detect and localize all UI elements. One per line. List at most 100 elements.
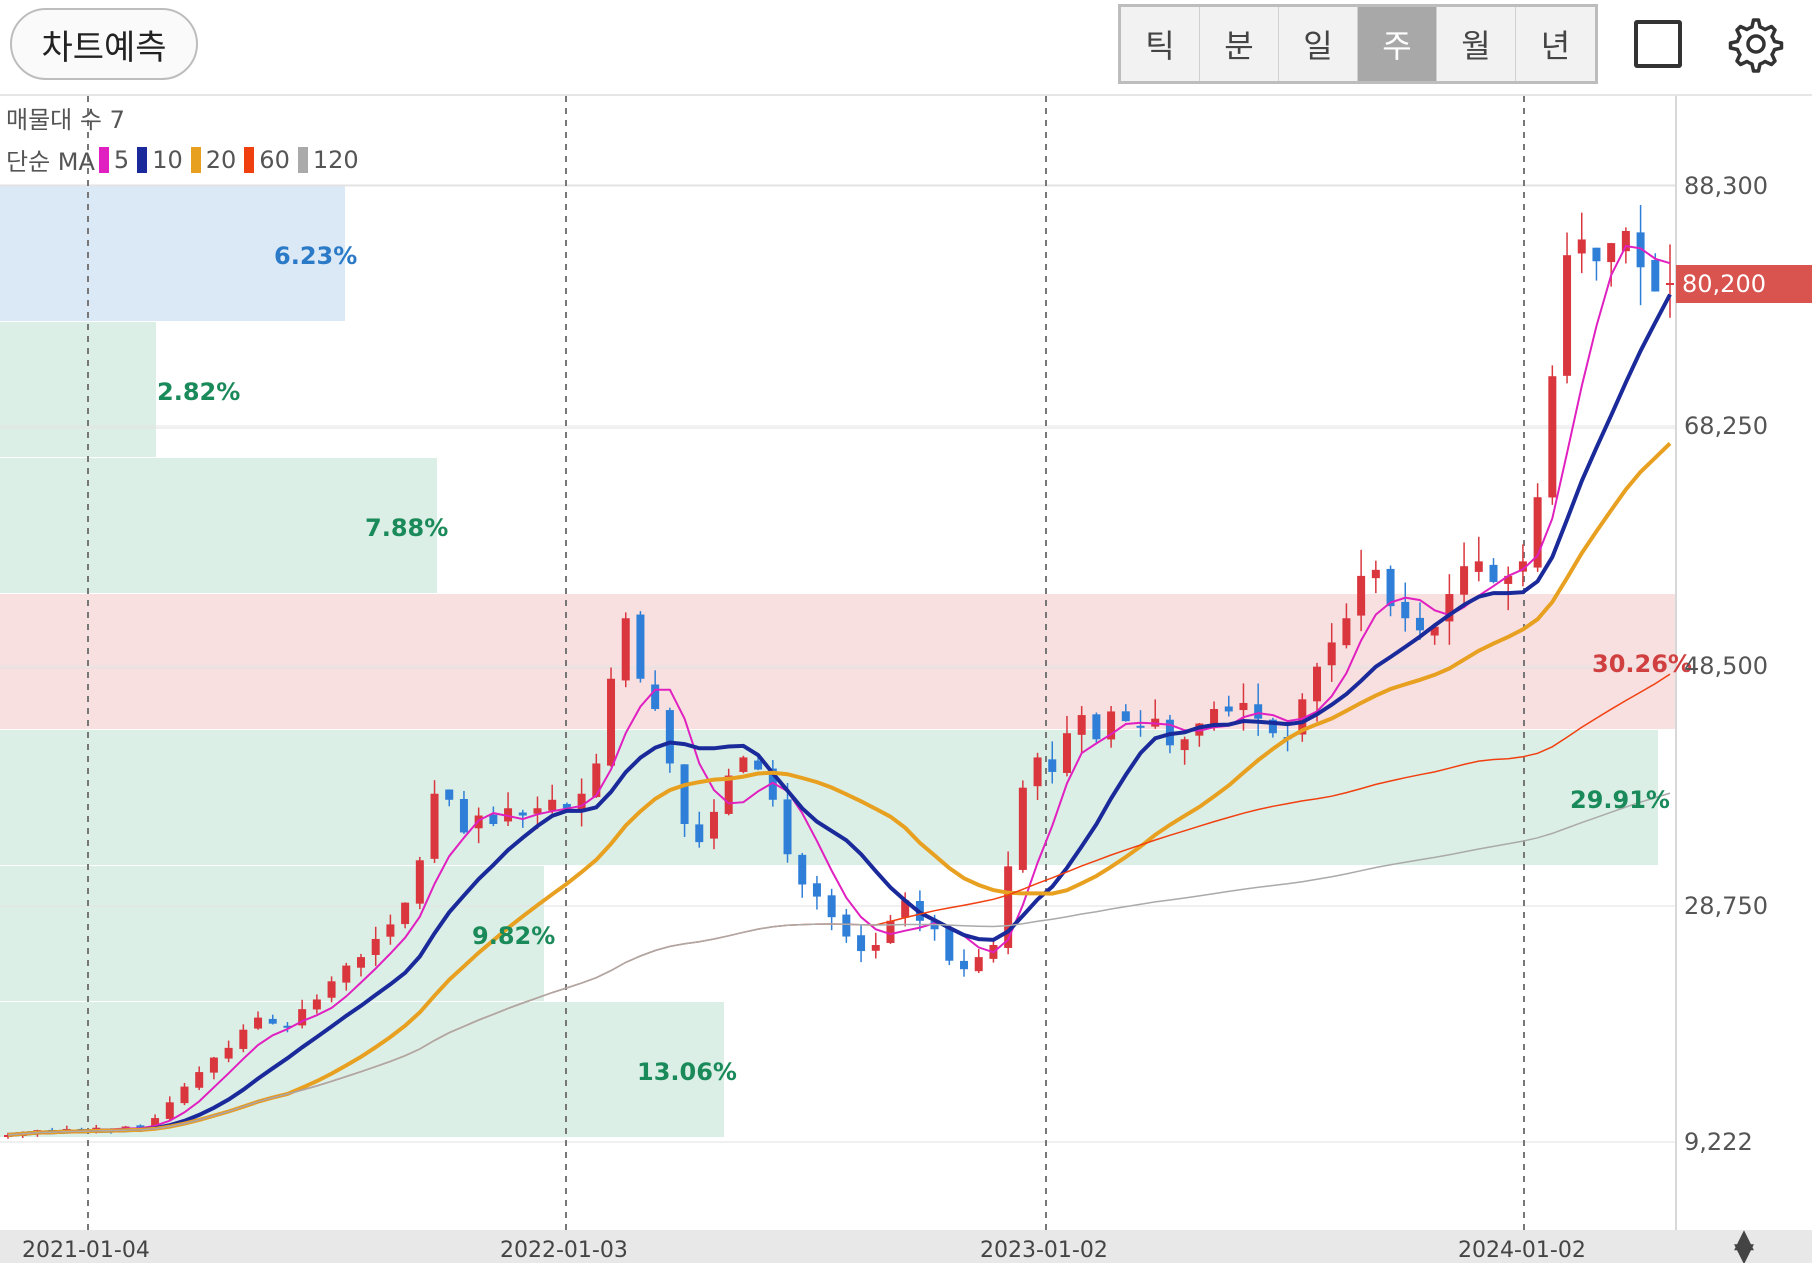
ma-legend: 단순 MA 5 10 20 60 120 (6, 142, 363, 177)
candle-body (371, 938, 380, 955)
candle-body (1239, 702, 1248, 711)
ma-period-10: 10 (152, 145, 183, 174)
candle-body (1048, 759, 1057, 772)
candle-body (1254, 704, 1263, 719)
candle-body (518, 812, 527, 816)
chart-predict-button[interactable]: 차트예측 (10, 8, 198, 80)
candle-body (651, 684, 660, 710)
candle-body (857, 935, 866, 952)
candle-body (4, 1135, 12, 1138)
candle-body (1210, 709, 1219, 726)
volume-profile-band (0, 322, 156, 457)
candle-body (886, 920, 895, 943)
price-axis-label: 68,250 (1684, 412, 1768, 440)
ma-period-5: 5 (113, 145, 130, 174)
candle-body (1371, 569, 1380, 579)
volume-profile-pct: 13.06% (637, 1058, 737, 1086)
candle-body (1430, 626, 1439, 636)
ma-period-60: 60 (259, 145, 290, 174)
ma-line-5 (7, 244, 1671, 1136)
candle-body (636, 614, 645, 679)
candle-body (298, 1009, 307, 1026)
candle-body (1107, 711, 1116, 740)
candle-body (459, 799, 468, 833)
price-chart[interactable] (0, 96, 1812, 1230)
volume-profile-pct: 30.26% (1592, 650, 1692, 678)
ma-legend-prefix: 단순 MA (6, 148, 95, 176)
candle-body (945, 927, 954, 961)
candle-body (1298, 699, 1307, 735)
candle-body (1004, 866, 1013, 948)
candle-body (224, 1047, 233, 1059)
volume-profile-pct: 2.82% (157, 378, 241, 406)
price-axis-label: 28,750 (1684, 892, 1768, 920)
gear-icon[interactable] (1726, 14, 1786, 74)
last-price-badge: 80,200 (1676, 265, 1812, 303)
price-axis-label: 88,300 (1684, 172, 1768, 200)
candle-body (1077, 715, 1086, 735)
candle-body (665, 710, 674, 764)
candle-body (754, 760, 763, 770)
x-axis-label: 2021-01-04 (22, 1238, 150, 1263)
ma-swatch-60 (244, 146, 255, 173)
candle-body (430, 793, 439, 859)
period-tab-4[interactable]: 월 (1437, 7, 1516, 81)
period-tab-2[interactable]: 일 (1279, 7, 1358, 81)
candle-body (1489, 564, 1498, 582)
candle-body (445, 789, 454, 800)
volume-profile-band (0, 866, 544, 1001)
period-tab-5[interactable]: 년 (1540, 27, 1571, 65)
candle-body (783, 799, 792, 855)
candle-body (1577, 239, 1586, 254)
candle-body (1563, 255, 1572, 376)
ma-swatch-5 (98, 146, 109, 173)
candle-body (960, 960, 969, 970)
period-tab-1[interactable]: 분 (1200, 7, 1279, 81)
candle-body (1062, 733, 1071, 773)
price-axis-label: 9,222 (1684, 1128, 1753, 1156)
x-axis-label: 2022-01-03 (500, 1238, 628, 1263)
candle-body (827, 895, 836, 918)
candle-body (136, 1125, 145, 1128)
square-icon[interactable] (1634, 20, 1682, 68)
candle-body (209, 1057, 218, 1073)
period-tab-3[interactable]: 주 (1358, 7, 1437, 81)
x-axis-bar[interactable] (0, 1230, 1812, 1263)
candle-body (1460, 566, 1469, 595)
candle-body (1342, 618, 1351, 646)
candle-body (239, 1029, 248, 1049)
candle-body (1018, 787, 1027, 870)
candle-body (195, 1072, 204, 1088)
candle-body (504, 808, 513, 822)
candle-body (901, 900, 910, 918)
ma-swatch-10 (137, 146, 148, 173)
candle-body (1121, 711, 1130, 722)
candle-body (1666, 283, 1674, 286)
candle-body (254, 1017, 263, 1029)
candle-body (842, 914, 851, 937)
candle-body (401, 902, 410, 925)
axis-scroll-handle-icon[interactable]: ▲ ▼ (1734, 1224, 1754, 1263)
volume-profile-band (0, 186, 345, 321)
volume-profile-pct: 29.91% (1570, 786, 1670, 814)
ma-swatch-120 (297, 146, 308, 173)
candle-body (1386, 568, 1395, 607)
candle-body (327, 981, 336, 998)
period-tab-0[interactable]: 틱 (1121, 7, 1200, 81)
volume-profile-pct: 9.82% (472, 922, 556, 950)
candle-body (548, 799, 557, 811)
candle-body (312, 999, 321, 1010)
ma-period-20: 20 (205, 145, 237, 174)
ma-period-120: 120 (312, 145, 359, 174)
candle-body (283, 1025, 292, 1028)
candle-body (151, 1118, 160, 1128)
volume-profile-pct: 6.23% (274, 242, 358, 270)
candle-body (680, 764, 689, 824)
ma-line-120 (7, 792, 1671, 1136)
price-axis-label: 48,500 (1684, 652, 1768, 680)
chart-area[interactable] (0, 96, 1812, 1230)
candle-body (577, 793, 586, 812)
candle-body (607, 678, 616, 766)
